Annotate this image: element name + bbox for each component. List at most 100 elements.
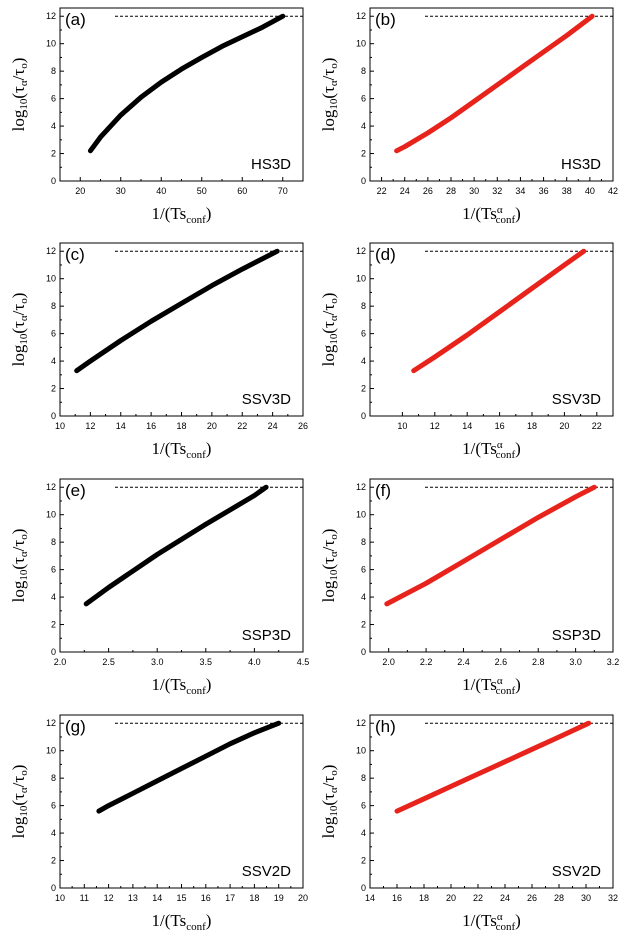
x-tick-label: 3.0 <box>569 657 582 667</box>
x-axis-label-2: 1/(Tsconf) <box>152 439 212 461</box>
data-point <box>472 99 476 103</box>
x-tick-label: 3.0 <box>151 657 164 667</box>
data-point <box>557 735 561 739</box>
x-tick-label: 16 <box>392 893 402 903</box>
y-tick-label: 2 <box>51 856 56 866</box>
x-tick-label: 50 <box>197 186 207 196</box>
y-tick-label: 2 <box>51 384 56 394</box>
x-axis-label-6: 1/(Tsconf) <box>152 911 212 933</box>
y-tick-label: 12 <box>46 718 56 728</box>
y-tick-label: 0 <box>361 411 366 421</box>
data-point <box>395 149 399 153</box>
y-axis-label-3: log10(τα/τo) <box>319 293 340 367</box>
x-tick-label: 32 <box>492 186 502 196</box>
data-point <box>252 493 256 497</box>
panel-letter: (b) <box>375 10 396 29</box>
x-tick-label: 40 <box>156 186 166 196</box>
x-tick-label: 13 <box>128 893 138 903</box>
y-tick-label: 6 <box>51 94 56 104</box>
y-tick-label: 10 <box>356 746 366 756</box>
data-point <box>424 581 428 585</box>
y-tick-label: 6 <box>361 329 366 339</box>
series-line <box>83 484 269 607</box>
data-point <box>574 495 578 499</box>
y-tick-label: 2 <box>361 149 366 159</box>
y-tick-label: 12 <box>356 482 366 492</box>
y-tick-label: 6 <box>361 801 366 811</box>
chart-panel-0: 20 30 40 50 60 70 0 2 4 6 8 10 12 (a) HS3D 1/(Tsconf) lo… <box>9 7 304 226</box>
chart-panel-6: 10 11 12 13 14 15 16 17 18 19 20 0 2 4 6 8 10 12 (g) SSV2D 1… <box>9 714 308 933</box>
x-tick-label: 20 <box>298 893 308 903</box>
x-tick-label: 20 <box>559 421 569 431</box>
panel-letter: (e) <box>65 481 86 500</box>
data-point <box>88 359 92 363</box>
data-point <box>465 333 469 337</box>
data-point <box>461 559 465 563</box>
x-tick-label: 11 <box>80 893 89 903</box>
data-point <box>536 515 540 519</box>
y-tick-label: 12 <box>356 718 366 728</box>
system-label: HS3D <box>251 156 291 173</box>
y-tick-label: 0 <box>51 883 56 893</box>
x-axis-label-1: 1/(Tsα conf) <box>462 204 521 226</box>
panel-letter: (g) <box>65 717 86 736</box>
data-point <box>499 537 503 541</box>
data-point <box>155 553 159 557</box>
y-tick-label: 10 <box>46 746 56 756</box>
data-point <box>119 338 123 342</box>
data-point <box>590 14 594 18</box>
y-tick-label: 12 <box>356 11 366 21</box>
data-point <box>131 791 135 795</box>
y-tick-label: 10 <box>356 39 366 49</box>
data-point <box>433 355 437 359</box>
panel-letter: (f) <box>375 481 391 500</box>
y-tick-label: 6 <box>51 801 56 811</box>
series-line <box>74 248 280 374</box>
chart-panel-4: 2.0 2.5 3.0 3.5 4.0 4.5 0 2 4 6 8 10 12 (e) SSP3D 1/(Ts… <box>9 478 310 697</box>
data-point <box>119 113 123 117</box>
series-line <box>87 13 286 154</box>
x-tick-label: 22 <box>237 421 247 431</box>
y-tick-label: 4 <box>361 828 366 838</box>
x-axis-label-5: 1/(Tsα conf) <box>462 675 521 697</box>
x-tick-label: 26 <box>298 421 308 431</box>
system-label: SSV2D <box>552 863 601 880</box>
y-tick-label: 2 <box>361 384 366 394</box>
y-tick-label: 6 <box>361 94 366 104</box>
y-tick-label: 12 <box>46 482 56 492</box>
data-point <box>139 95 143 99</box>
data-point <box>228 742 232 746</box>
x-tick-label: 19 <box>274 893 284 903</box>
panel-letter: (d) <box>375 245 396 264</box>
y-tick-label: 6 <box>51 329 56 339</box>
data-point <box>592 485 596 489</box>
data-point <box>204 754 208 758</box>
data-point <box>75 369 79 373</box>
y-axis-label-2: log10(τα/τo) <box>9 293 30 367</box>
x-tick-label: 38 <box>562 186 572 196</box>
y-tick-label: 0 <box>361 883 366 893</box>
data-point <box>252 731 256 735</box>
y-tick-label: 0 <box>51 176 56 186</box>
x-tick-label: 18 <box>249 893 259 903</box>
x-axis-label-3: 1/(Tsα conf) <box>462 439 521 461</box>
x-axis-label-0: 1/(Tsconf) <box>152 204 212 226</box>
data-point <box>503 760 507 764</box>
x-tick-label: 34 <box>515 186 525 196</box>
system-label: SSV3D <box>552 391 601 408</box>
x-tick-label: 14 <box>116 421 126 431</box>
y-tick-label: 0 <box>51 647 56 657</box>
data-point <box>582 249 586 253</box>
x-tick-label: 24 <box>500 893 510 903</box>
data-point <box>261 25 264 29</box>
y-tick-label: 10 <box>46 510 56 520</box>
x-tick-label: 14 <box>152 893 162 903</box>
x-tick-label: 2.0 <box>54 657 67 667</box>
y-tick-label: 8 <box>51 537 56 547</box>
x-tick-label: 28 <box>554 893 564 903</box>
series-line <box>96 720 282 814</box>
data-point <box>412 369 416 373</box>
data-point <box>449 784 453 788</box>
x-tick-label: 4.5 <box>297 657 310 667</box>
